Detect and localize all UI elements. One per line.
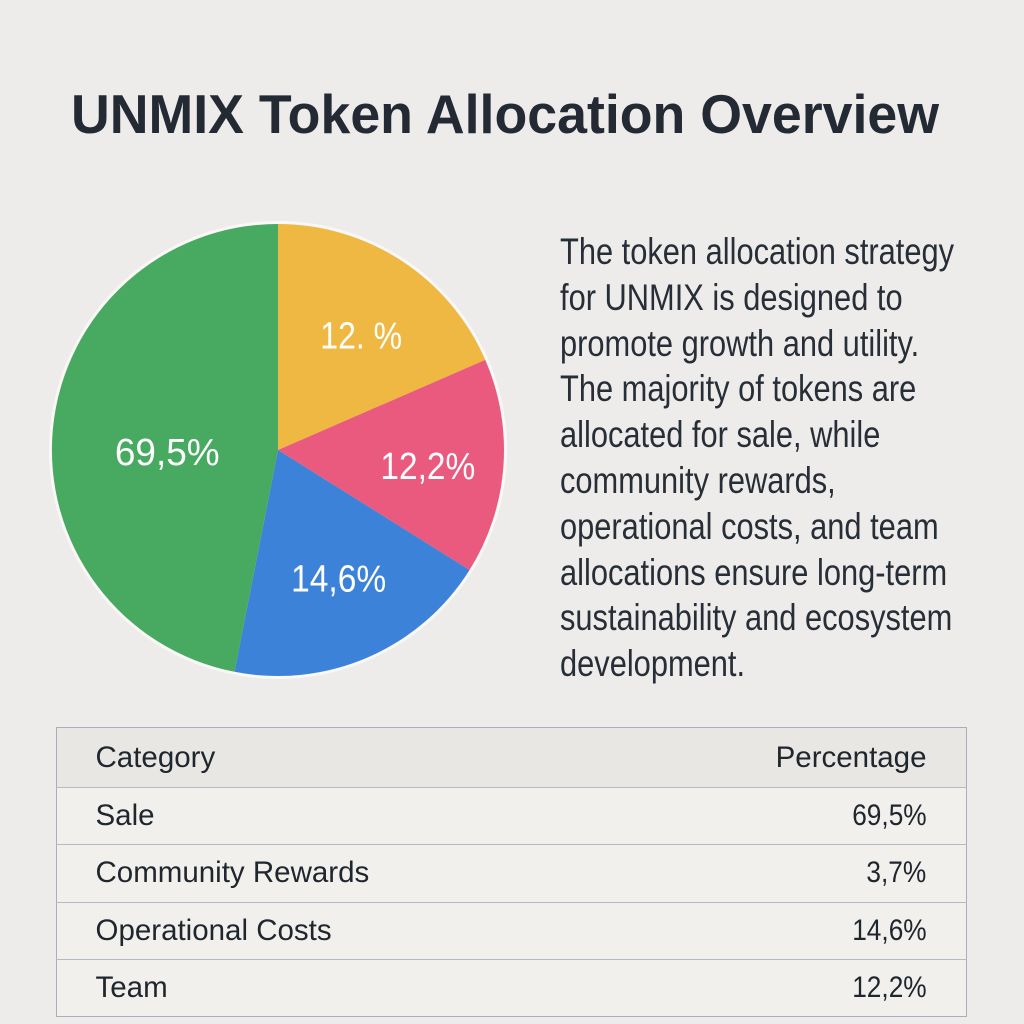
svg-text:12. %: 12. % bbox=[320, 315, 402, 357]
svg-text:14,6%: 14,6% bbox=[291, 557, 386, 599]
svg-text:12,2%: 12,2% bbox=[380, 445, 475, 487]
svg-text:69,5%: 69,5% bbox=[115, 431, 220, 474]
